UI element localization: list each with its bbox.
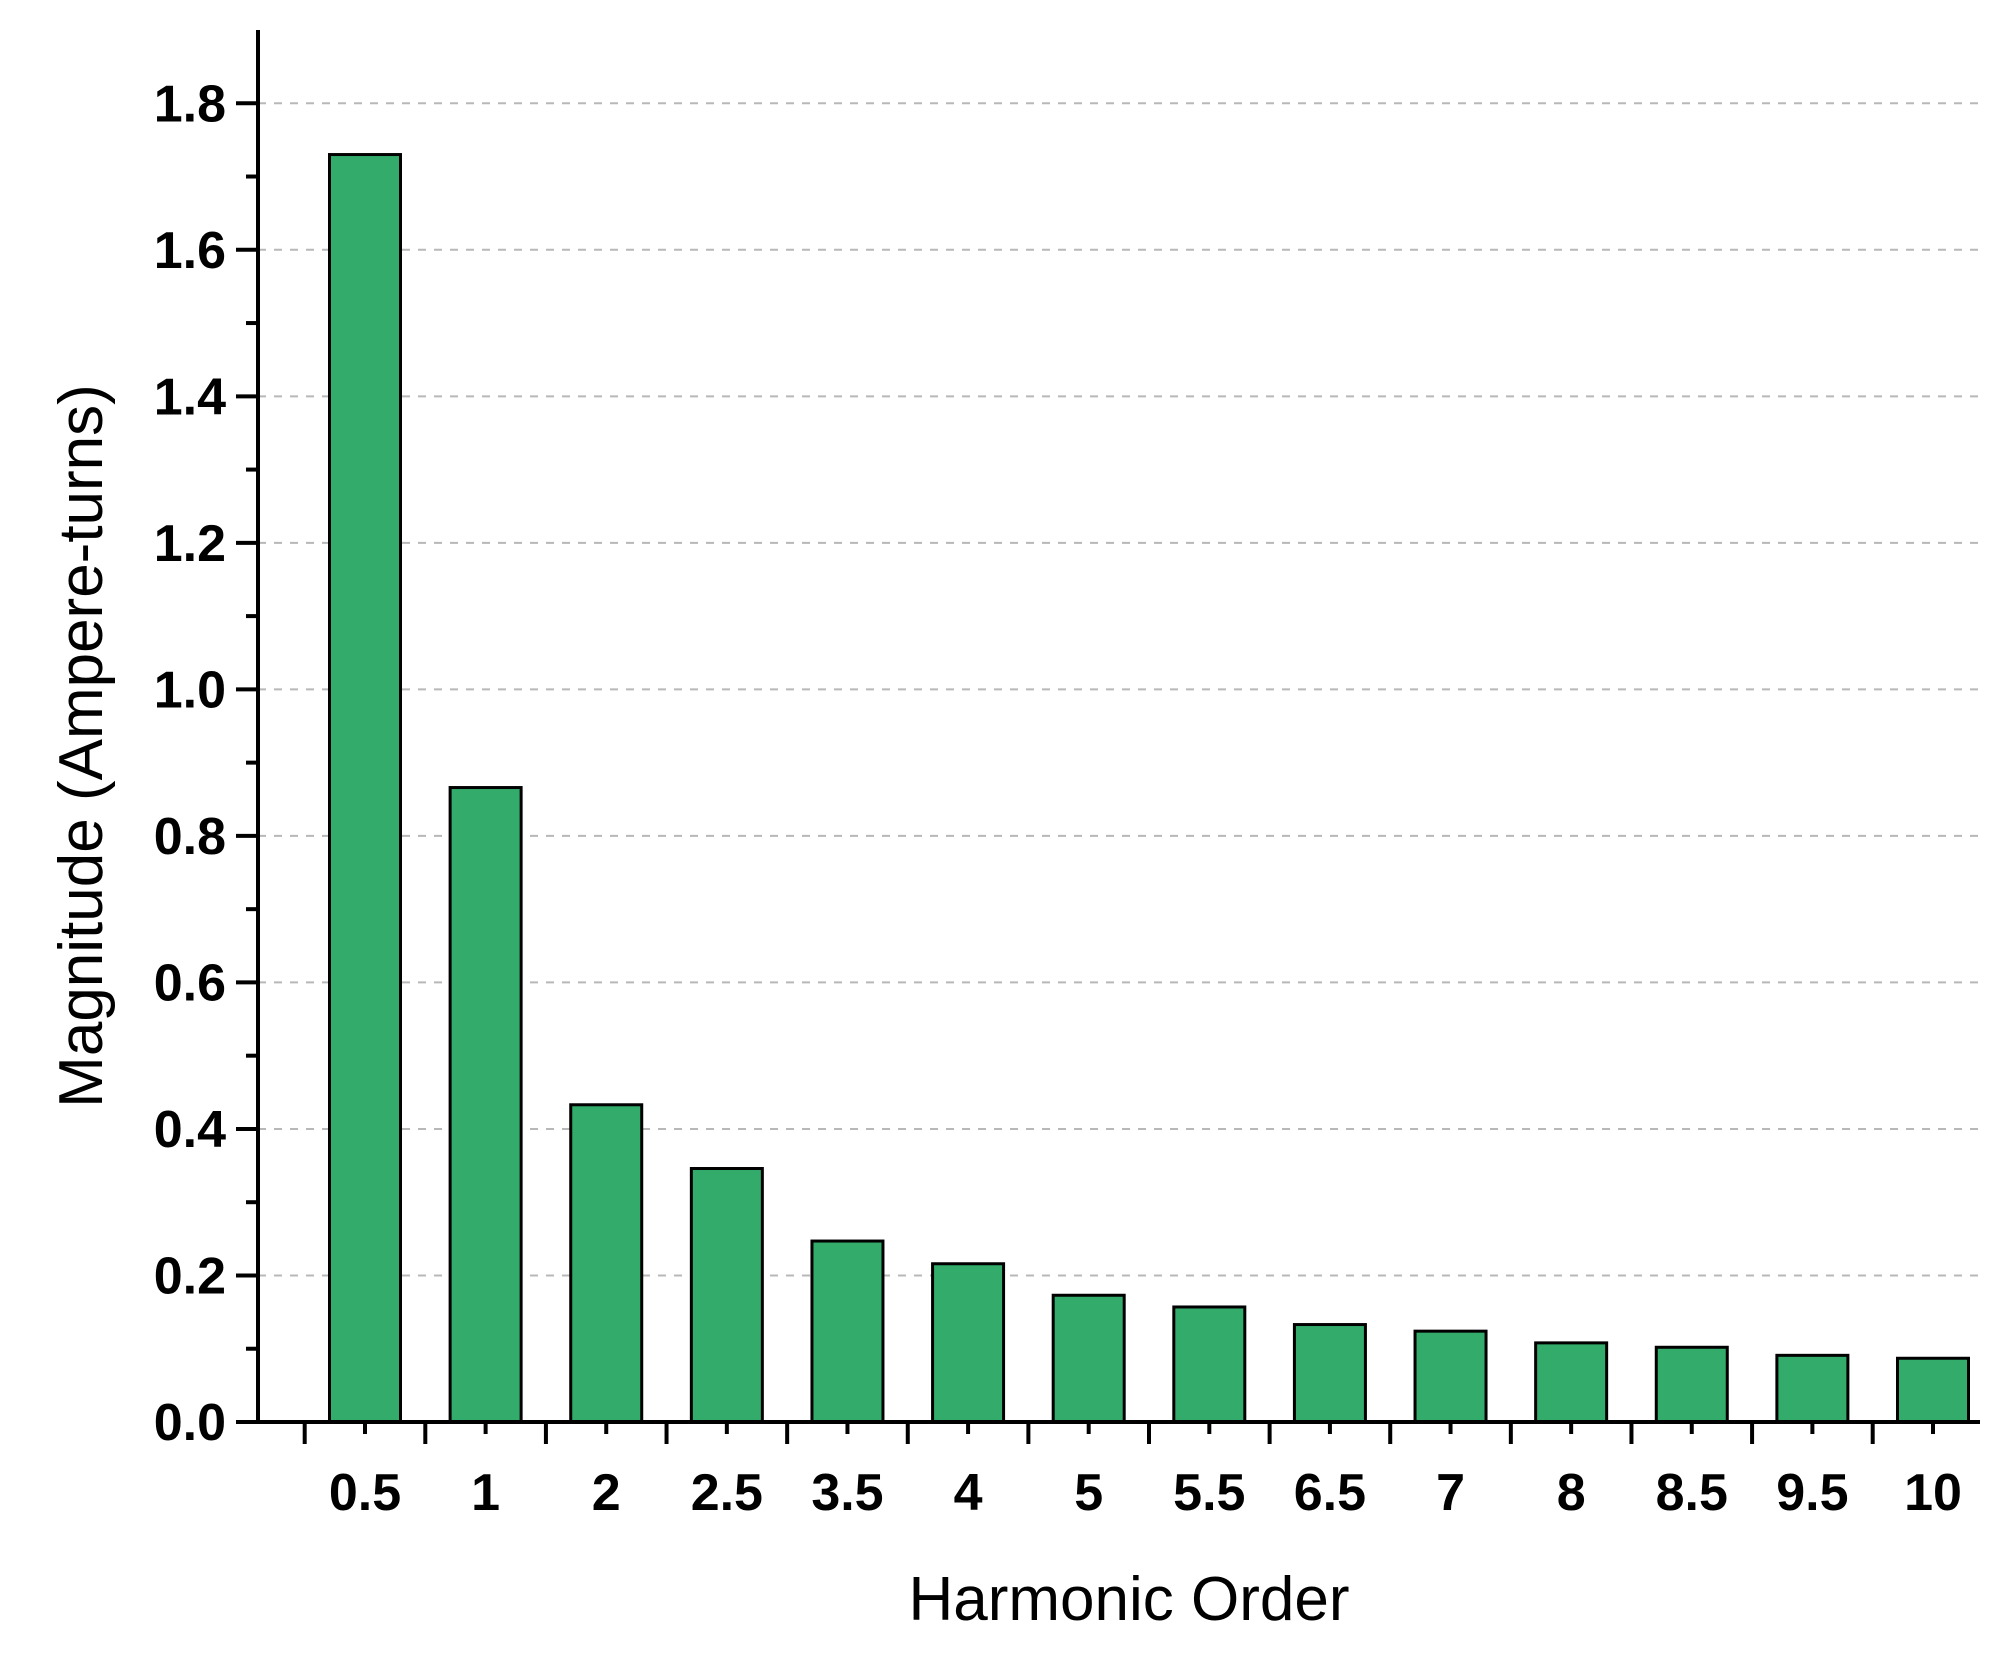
- x-tick-label: 2.5: [691, 1464, 763, 1522]
- bar-1: [448, 786, 523, 1424]
- x-tick-label: 0.5: [329, 1464, 401, 1522]
- bar-10: [1896, 1356, 1970, 1424]
- y-tick-label: 0.2: [154, 1247, 226, 1305]
- x-axis-title: Harmonic Order: [909, 1565, 1350, 1634]
- x-tick-label: 8.5: [1656, 1464, 1728, 1522]
- x-tick-label: 8: [1557, 1464, 1586, 1522]
- bar-8.5: [1654, 1345, 1729, 1424]
- y-tick-label: 1.2: [154, 515, 226, 573]
- y-tick-label: 0.0: [154, 1394, 226, 1452]
- bar-3.5: [810, 1239, 885, 1424]
- y-axis-title: Magnitude (Ampere-turns): [47, 384, 116, 1108]
- x-tick-label: 4: [954, 1464, 983, 1522]
- bar-8: [1534, 1341, 1609, 1424]
- y-tick-label: 0.6: [154, 954, 226, 1012]
- x-tick-label: 1: [471, 1464, 500, 1522]
- bar-5: [1051, 1293, 1126, 1424]
- bar-0.5: [328, 153, 402, 1424]
- x-tick-label: 5: [1074, 1464, 1103, 1522]
- x-tick-label: 6.5: [1294, 1464, 1366, 1522]
- bar-2: [569, 1103, 644, 1424]
- y-tick-label: 0.4: [154, 1101, 226, 1159]
- x-tick-label: 3.5: [811, 1464, 883, 1522]
- bar-5.5: [1172, 1305, 1247, 1424]
- y-tick-label: 1.0: [154, 661, 226, 719]
- y-tick-label: 1.6: [154, 222, 226, 280]
- bars: [328, 153, 1970, 1424]
- y-tick-label: 1.8: [154, 75, 226, 133]
- x-ticks: 0.5 1 2 2.5 3.5 4 5 5.5 6.5 7 8 8.5 9.5 10: [302, 1422, 1962, 1522]
- bar-7: [1413, 1329, 1488, 1424]
- bar-4: [931, 1262, 1006, 1424]
- y-ticks: 0.0 0.2 0.4 0.6 0.8 1.0 1.2 1.4 1.6 1.8: [154, 75, 258, 1452]
- y-tick-label: 1.4: [154, 368, 226, 426]
- y-tick-label: 0.8: [154, 808, 226, 866]
- x-tick-label: 7: [1436, 1464, 1465, 1522]
- x-tick-label: 5.5: [1173, 1464, 1245, 1522]
- x-tick-label: 2: [592, 1464, 621, 1522]
- x-tick-label: 9.5: [1776, 1464, 1848, 1522]
- bar-9.5: [1775, 1353, 1850, 1424]
- x-tick-label: 10: [1904, 1464, 1962, 1522]
- bar-2.5: [689, 1167, 764, 1424]
- bar-6.5: [1292, 1323, 1367, 1424]
